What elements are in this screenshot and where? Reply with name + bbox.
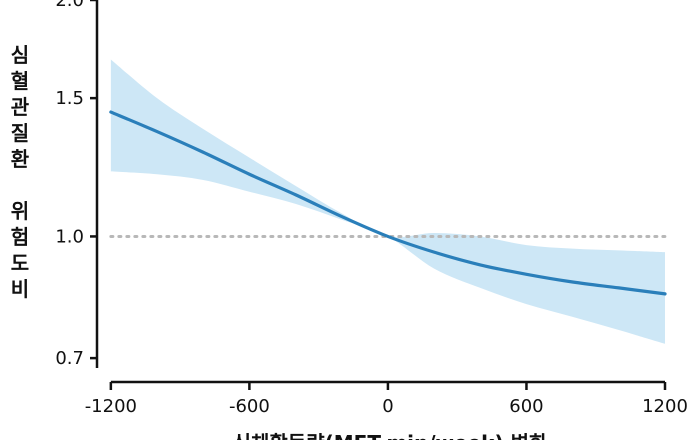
y-axis-title-char: 위 <box>11 199 29 223</box>
y-axis-title-char: 환 <box>11 147 30 171</box>
x-tick-label: -1200 <box>85 396 137 417</box>
y-axis-title-char: 혈 <box>11 69 29 93</box>
x-tick-label: -600 <box>229 396 270 417</box>
confidence-band-layer <box>110 59 666 344</box>
x-axis-title: 신체활동량(MET-min/week) 변화 <box>233 431 548 440</box>
x-tick-label: 1200 <box>642 396 688 417</box>
axes-layer <box>90 0 667 390</box>
x-tick-label: 0 <box>382 396 393 417</box>
y-axis-title-char: 관 <box>11 95 30 119</box>
y-tick-label: 2.0 <box>55 0 84 11</box>
axis-labels-layer: 0.7 1.0 1.5 2.0 -1200 -600 0 600 1200 심혈관질환위험도비신체… <box>11 0 688 444</box>
y-axis-title-char: 심 <box>11 43 29 67</box>
series-line-layer <box>109 110 667 296</box>
y-tick-label: 0.7 <box>55 348 84 369</box>
x-tick-label: 600 <box>509 396 543 417</box>
y-tick-label: 1.5 <box>55 88 84 109</box>
y-axis-title-char: 험 <box>11 225 29 249</box>
series-line <box>109 110 667 296</box>
y-axis-title-char: 질 <box>11 121 29 145</box>
y-axis-title-char: 비 <box>11 277 29 301</box>
confidence-band <box>110 59 666 344</box>
y-tick-label: 1.0 <box>55 226 84 247</box>
y-axis-title-char: 도 <box>11 251 29 275</box>
